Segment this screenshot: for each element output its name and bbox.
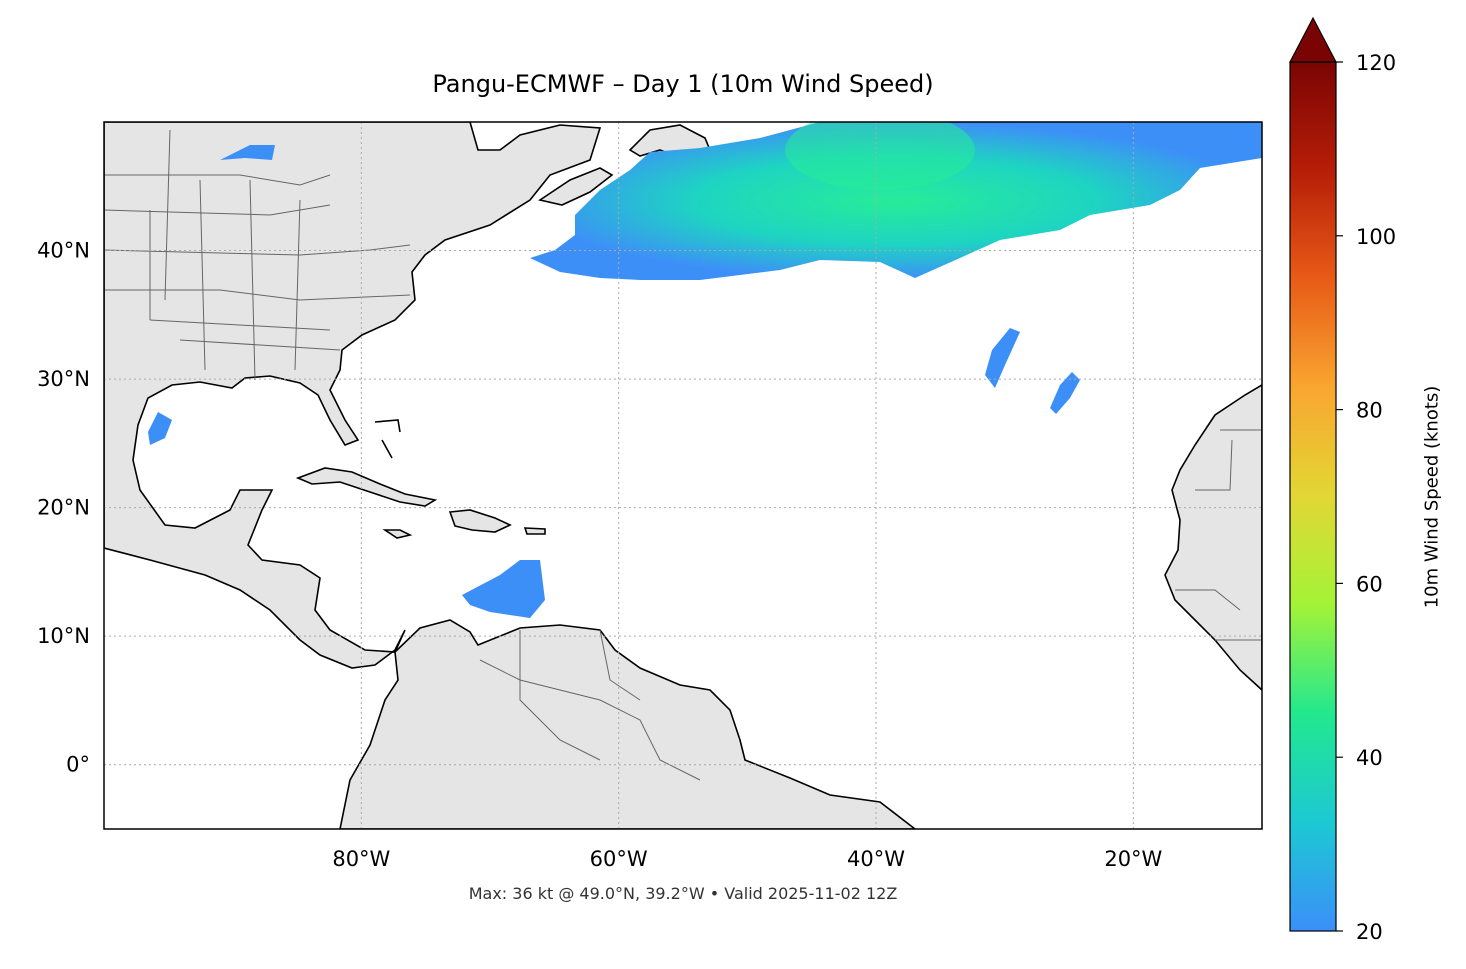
colorbar-tick-label: 100 (1356, 225, 1396, 249)
lon-tick-label: 20°W (1104, 847, 1162, 871)
lat-tick-label: 30°N (37, 367, 90, 391)
colorbar: 20 40 60 80 100 120 (1289, 16, 1396, 944)
lat-tick-label: 0° (66, 753, 90, 777)
longitude-ticks: 80°W 60°W 40°W 20°W (332, 847, 1162, 871)
latitude-ticks: 40°N 30°N 20°N 10°N 0° (37, 239, 90, 777)
land-north-america (104, 122, 602, 669)
land-cuba (295, 467, 438, 507)
wind-patch-caribbean (462, 560, 545, 618)
lat-tick-label: 20°N (37, 496, 90, 520)
land-newfoundland (628, 124, 713, 166)
lat-tick-label: 10°N (37, 624, 90, 648)
map-panel (104, 122, 1262, 829)
colorbar-bar (1290, 62, 1336, 931)
colorbar-tick-label: 120 (1356, 51, 1396, 75)
wind-patch-atlantic-2 (1050, 372, 1080, 414)
land-jamaica (382, 529, 413, 539)
colorbar-frame (1289, 61, 1337, 932)
colorbar-extend-arrow (1289, 16, 1337, 63)
gridlines (104, 122, 1262, 829)
wind-band-north-atlantic (530, 122, 1262, 280)
land-puerto-rico (523, 527, 546, 535)
lon-tick-label: 60°W (590, 847, 648, 871)
land-hispaniola (448, 509, 512, 533)
lon-tick-label: 40°W (847, 847, 905, 871)
map-frame (103, 121, 1263, 830)
colorbar-tick-label: 80 (1356, 399, 1383, 423)
colorbar-tick-label: 40 (1356, 746, 1383, 770)
wind-field (148, 122, 1262, 618)
land-south-america (339, 619, 917, 829)
political-borders (104, 129, 1262, 781)
land-nova-scotia (538, 167, 614, 206)
land-africa (1164, 384, 1262, 692)
lon-tick-label: 80°W (332, 847, 390, 871)
wind-patch-lakes (220, 145, 275, 160)
colorbar-ticks: 20 40 60 80 100 120 (1336, 51, 1396, 944)
colorbar-label: 10m Wind Speed (knots) (1421, 385, 1443, 609)
colorbar-tick-label: 60 (1356, 572, 1383, 596)
max-wind-note: Max: 36 kt @ 49.0°N, 39.2°W • Valid 2025… (468, 884, 898, 903)
map-title: Pangu-ECMWF – Day 1 (10m Wind Speed) (432, 70, 934, 98)
wind-patch-gulf (148, 412, 172, 445)
land-bahamas (374, 419, 401, 459)
wind-patch-atlantic-1 (985, 328, 1020, 388)
wind-max-core (785, 122, 975, 190)
colorbar-tick-label: 20 (1356, 920, 1383, 944)
lat-tick-label: 40°N (37, 239, 90, 263)
